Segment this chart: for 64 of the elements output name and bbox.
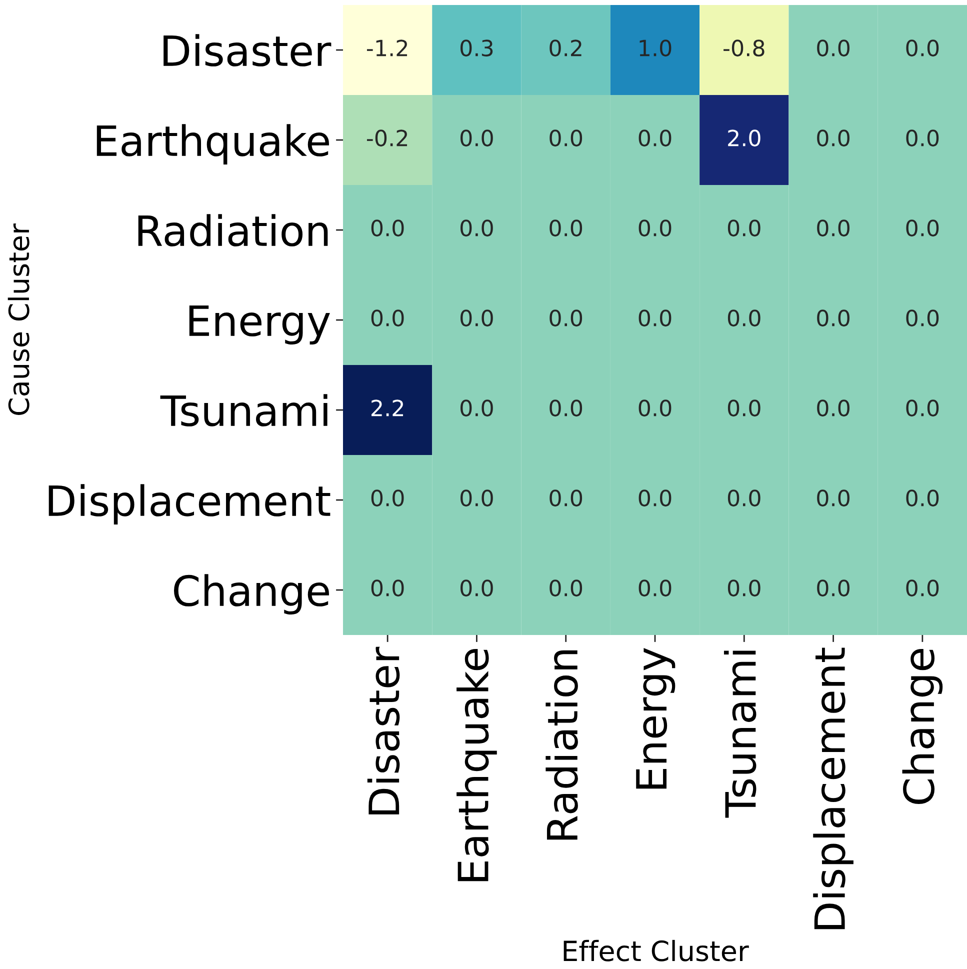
data-label: 0.0 [817,220,850,236]
data-label: 0.0 [638,130,672,146]
y-tick-label: Disaster [164,34,332,66]
data-label: 0.0 [817,130,850,146]
data-label: 0.0 [371,490,404,506]
data-label: 0.0 [728,310,760,326]
data-label: 0.0 [817,580,850,596]
data-label: 0.0 [906,400,939,416]
y-tick-label: Energy [189,305,330,344]
x-tick-label: Energy [636,648,676,789]
data-label: 0.0 [817,310,850,326]
data-label: 0.0 [460,220,493,236]
data-label: 0.0 [906,310,939,326]
data-label: 0.0 [550,130,582,146]
data-label: 0.0 [638,220,672,236]
data-label: 0.0 [460,400,493,416]
data-label: -0.8 [724,40,764,56]
data-label: 0.0 [371,220,404,236]
data-label: 0.0 [638,490,672,506]
data-label: 0.0 [638,580,672,596]
data-label: 0.0 [460,130,493,146]
data-label: 0.0 [638,400,672,416]
data-label: 0.0 [638,310,672,326]
data-label: 0.0 [460,490,493,506]
data-label: 0.0 [817,490,850,506]
data-label: 0.2 [550,40,582,56]
y-tick-label: Change [174,574,329,614]
data-label: 0.0 [817,40,850,56]
data-label: 2.2 [372,400,404,416]
y-axis-title: Cause Cluster [8,223,30,415]
data-label: 0.0 [728,220,760,236]
data-label: 0.0 [371,310,404,326]
data-label: 0.0 [906,490,939,506]
y-tick-label: Tsunami [160,394,328,426]
data-label: 0.0 [906,580,939,596]
x-tick-label: Change [902,649,943,804]
data-label: 0.0 [728,580,760,596]
data-label: 2.0 [728,130,760,146]
x-tick-label: Tsunami [724,650,756,818]
data-label: 0.0 [906,220,939,236]
data-label: 0.0 [728,400,760,416]
data-label: 0.0 [550,490,582,506]
x-tick-label: Displacement [813,648,854,930]
x-tick-label: Earthquake [456,649,497,882]
data-label: 0.0 [460,310,493,326]
data-label: 0.0 [728,490,760,506]
data-label: 0.3 [460,40,493,56]
x-tick-label: Radiation [546,650,578,840]
y-tick-label: Displacement [48,484,330,524]
x-axis-title: Effect Cluster [564,940,749,962]
data-label: 0.0 [817,400,850,416]
data-label: 0.0 [550,310,582,326]
data-label: -1.2 [366,40,408,56]
data-label: 1.0 [640,40,672,56]
data-label: 0.0 [550,400,582,416]
y-tick-label: Radiation [138,214,328,246]
data-label: 0.0 [460,580,493,596]
data-label: 0.0 [371,580,404,596]
data-label: 0.0 [550,580,582,596]
data-label: 0.0 [906,40,939,56]
data-label: 0.0 [906,130,939,146]
y-tick-label: Earthquake [96,124,329,164]
data-label: 0.0 [550,220,582,236]
data-label: -0.2 [366,130,408,146]
